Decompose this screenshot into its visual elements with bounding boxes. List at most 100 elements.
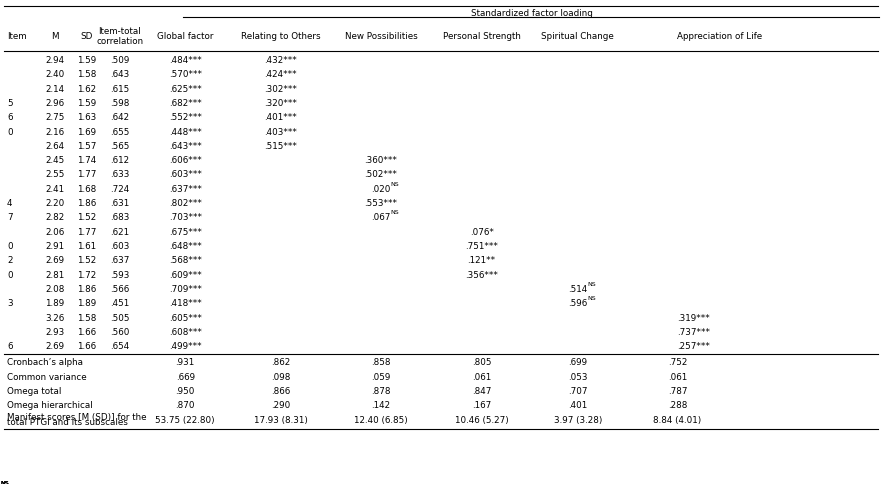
- Text: 1.62: 1.62: [77, 84, 96, 93]
- Text: .648***: .648***: [168, 242, 202, 251]
- Text: 2.16: 2.16: [45, 127, 64, 136]
- Text: NS: NS: [391, 210, 400, 215]
- Text: .643***: .643***: [168, 141, 202, 151]
- Text: .682***: .682***: [168, 99, 202, 108]
- Text: 3: 3: [7, 299, 12, 308]
- Text: NS: NS: [0, 480, 9, 484]
- Text: Standardized factor loading: Standardized factor loading: [471, 9, 594, 18]
- Text: 1.86: 1.86: [77, 198, 96, 208]
- Text: Manifest scores [M (SD)] for the: Manifest scores [M (SD)] for the: [7, 412, 146, 421]
- Text: 3.26: 3.26: [45, 313, 64, 322]
- Text: 1.52: 1.52: [77, 213, 96, 222]
- Text: .568***: .568***: [168, 256, 202, 265]
- Text: .625***: .625***: [168, 84, 202, 93]
- Text: .142: .142: [371, 400, 391, 409]
- Text: .699: .699: [568, 358, 587, 367]
- Text: .950: .950: [176, 386, 195, 395]
- Text: total PTGI and its subscales: total PTGI and its subscales: [7, 417, 128, 426]
- Text: 2.69: 2.69: [45, 256, 64, 265]
- Text: .603: .603: [110, 242, 130, 251]
- Text: 2.82: 2.82: [45, 213, 64, 222]
- Text: .505: .505: [110, 313, 130, 322]
- Text: Item: Item: [7, 32, 26, 41]
- Text: 1.66: 1.66: [77, 327, 96, 336]
- Text: .637: .637: [110, 256, 130, 265]
- Text: Cronbach’s alpha: Cronbach’s alpha: [7, 358, 83, 367]
- Text: .603***: .603***: [168, 170, 202, 179]
- Text: .448***: .448***: [168, 127, 202, 136]
- Text: 1.86: 1.86: [77, 284, 96, 293]
- Text: 1.72: 1.72: [77, 270, 96, 279]
- Text: .061: .061: [668, 372, 687, 381]
- Text: .302***: .302***: [264, 84, 297, 93]
- Text: 0: 0: [7, 270, 12, 279]
- Text: 2.96: 2.96: [45, 99, 64, 108]
- Text: .121**: .121**: [467, 256, 496, 265]
- Text: .707: .707: [568, 386, 587, 395]
- Text: .633: .633: [110, 170, 130, 179]
- Text: .593: .593: [110, 270, 130, 279]
- Text: M: M: [51, 32, 58, 41]
- Text: 2.75: 2.75: [45, 113, 64, 122]
- Text: 8.84 (4.01): 8.84 (4.01): [654, 415, 701, 424]
- Text: NS: NS: [0, 480, 9, 484]
- Text: Personal Strength: Personal Strength: [443, 32, 520, 41]
- Text: 0: 0: [7, 127, 12, 136]
- Text: .053: .053: [568, 372, 587, 381]
- Text: Item-total
correlation: Item-total correlation: [96, 27, 144, 46]
- Text: .565: .565: [110, 141, 130, 151]
- Text: .683: .683: [110, 213, 130, 222]
- Text: Omega total: Omega total: [7, 386, 62, 395]
- Text: 2.45: 2.45: [45, 156, 64, 165]
- Text: Common variance: Common variance: [7, 372, 86, 381]
- Text: .751***: .751***: [465, 242, 498, 251]
- Text: 2.41: 2.41: [45, 184, 64, 194]
- Text: 2.81: 2.81: [45, 270, 64, 279]
- Text: .669: .669: [176, 372, 195, 381]
- Text: 1.74: 1.74: [77, 156, 96, 165]
- Text: 2: 2: [7, 256, 12, 265]
- Text: .606***: .606***: [168, 156, 202, 165]
- Text: .020: .020: [371, 184, 391, 194]
- Text: .612: .612: [110, 156, 130, 165]
- Text: .862: .862: [271, 358, 290, 367]
- Text: .655: .655: [110, 127, 130, 136]
- Text: .752: .752: [668, 358, 687, 367]
- Text: .320***: .320***: [264, 99, 297, 108]
- Text: .878: .878: [371, 386, 391, 395]
- Text: .451: .451: [110, 299, 130, 308]
- Text: 2.08: 2.08: [45, 284, 64, 293]
- Text: .257***: .257***: [677, 341, 710, 350]
- Text: NS: NS: [0, 480, 9, 484]
- Text: .418***: .418***: [168, 299, 202, 308]
- Text: .615: .615: [110, 84, 130, 93]
- Text: .642: .642: [110, 113, 130, 122]
- Text: 1.77: 1.77: [77, 170, 96, 179]
- Text: 2.06: 2.06: [45, 227, 64, 236]
- Text: 7: 7: [7, 213, 12, 222]
- Text: .598: .598: [110, 99, 130, 108]
- Text: .432***: .432***: [264, 56, 297, 65]
- Text: .654: .654: [110, 341, 130, 350]
- Text: 2.94: 2.94: [45, 56, 64, 65]
- Text: 1.69: 1.69: [77, 127, 96, 136]
- Text: .560: .560: [110, 327, 130, 336]
- Text: .484***: .484***: [168, 56, 202, 65]
- Text: 1.66: 1.66: [77, 341, 96, 350]
- Text: 2.40: 2.40: [45, 70, 64, 79]
- Text: 2.91: 2.91: [45, 242, 64, 251]
- Text: .805: .805: [472, 358, 491, 367]
- Text: 1.61: 1.61: [77, 242, 96, 251]
- Text: 2.55: 2.55: [45, 170, 64, 179]
- Text: .605***: .605***: [168, 313, 202, 322]
- Text: .570***: .570***: [168, 70, 202, 79]
- Text: .499***: .499***: [169, 341, 201, 350]
- Text: .866: .866: [271, 386, 290, 395]
- Text: NS: NS: [587, 281, 596, 286]
- Text: 2.69: 2.69: [45, 341, 64, 350]
- Text: .067: .067: [371, 213, 391, 222]
- Text: .675***: .675***: [168, 227, 202, 236]
- Text: 1.89: 1.89: [77, 299, 96, 308]
- Text: .724: .724: [110, 184, 130, 194]
- Text: 4: 4: [7, 198, 12, 208]
